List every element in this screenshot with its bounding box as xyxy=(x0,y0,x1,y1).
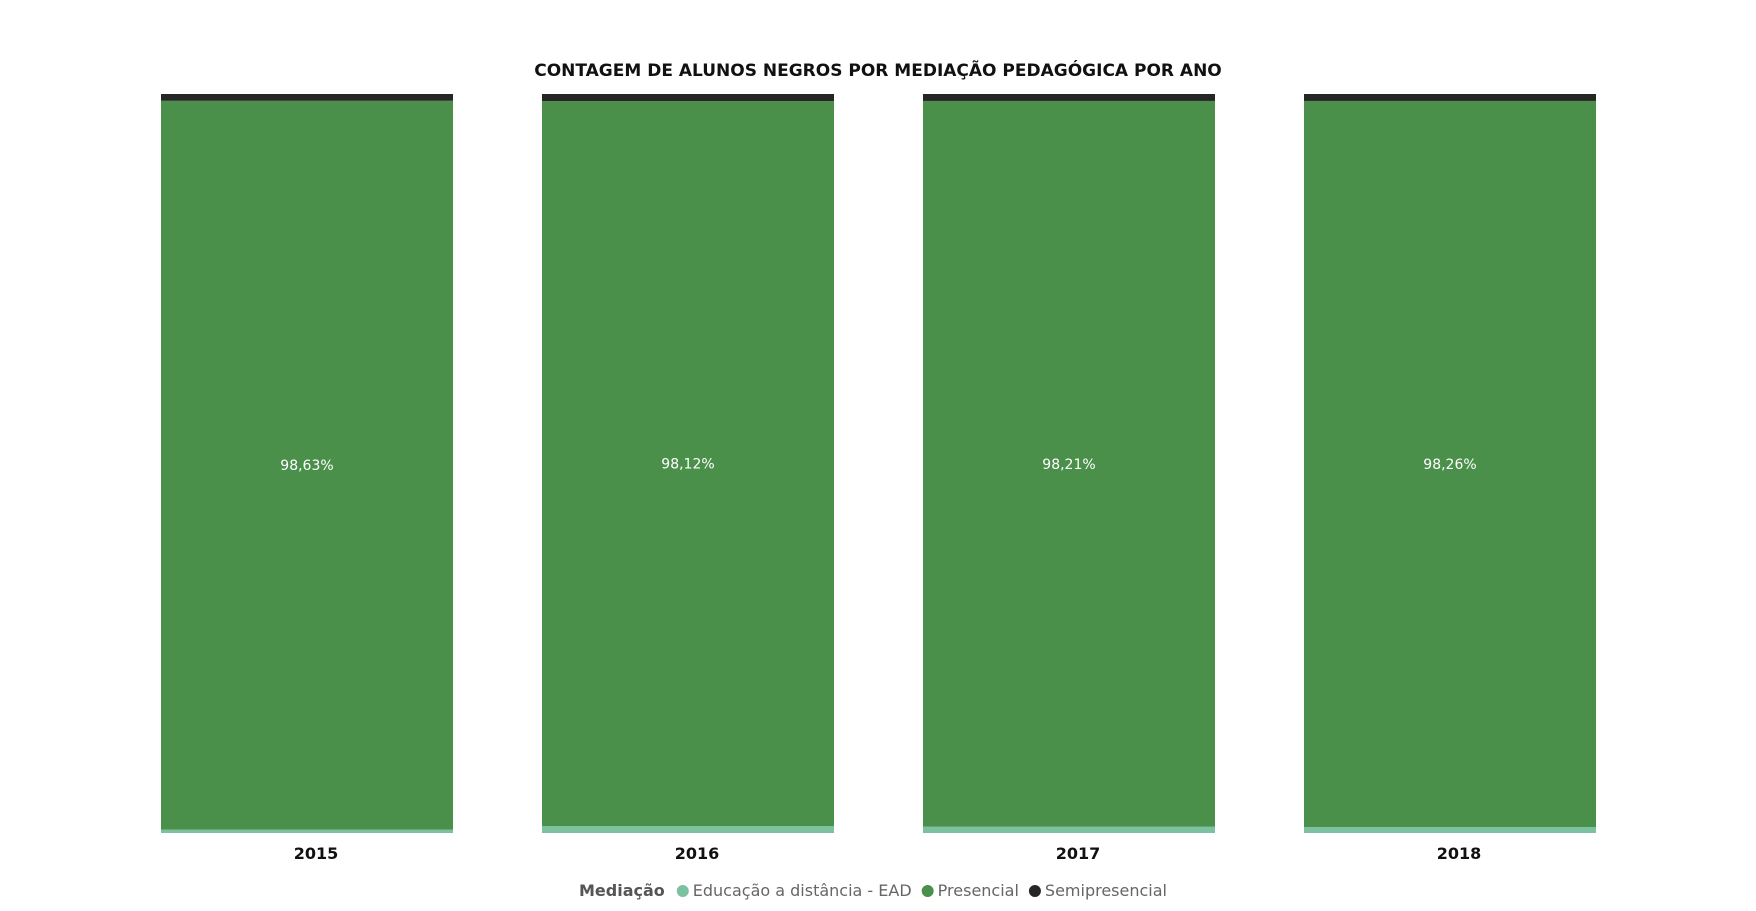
bar-segment-2015-1 xyxy=(161,100,453,830)
bar-data-label-2016: 98,12% xyxy=(661,457,714,473)
bar-segment-2018-1 xyxy=(1304,100,1596,828)
legend-marker-2 xyxy=(1028,885,1041,897)
bar-segment-2018-0 xyxy=(1304,827,1596,833)
bar-data-label-2017: 98,21% xyxy=(1042,457,1095,473)
bar-segment-2018-2 xyxy=(1304,94,1596,101)
bar-segment-2015-0 xyxy=(161,829,453,833)
legend-title: Mediação xyxy=(579,881,665,900)
legend-label-2: Semipresencial xyxy=(1045,881,1167,900)
x-axis-ticks: 2015 2016 2017 2018 xyxy=(294,844,1482,863)
bar-segment-2017-0 xyxy=(923,826,1215,833)
chart-title: CONTAGEM DE ALUNOS NEGROS POR MEDIAÇÃO P… xyxy=(534,58,1222,81)
x-tick-label-2016: 2016 xyxy=(675,844,720,863)
legend-marker-0 xyxy=(676,885,689,897)
x-tick-label-2017: 2017 xyxy=(1056,844,1101,863)
bar-segment-2017-2 xyxy=(923,94,1215,101)
bar-segment-2016-1 xyxy=(542,101,834,827)
legend-marker-1 xyxy=(921,885,934,897)
legend-label-0: Educação a distância - EAD xyxy=(693,881,912,900)
bar-segment-2015-2 xyxy=(161,94,453,101)
x-tick-label-2015: 2015 xyxy=(294,844,339,863)
x-tick-label-2018: 2018 xyxy=(1437,844,1482,863)
bar-segment-2016-2 xyxy=(542,94,834,102)
bars-group: 98,63% 98,12% 98,21% 98,26% xyxy=(161,94,1596,833)
legend-label-1: Presencial xyxy=(938,881,1019,900)
bar-segment-2017-1 xyxy=(923,100,1215,827)
bar-data-label-2015: 98,63% xyxy=(280,458,333,474)
legend: Mediação Educação a distância - EAD Prese… xyxy=(579,881,1167,900)
bar-segment-2016-0 xyxy=(542,826,834,833)
bar-data-label-2018: 98,26% xyxy=(1423,457,1476,473)
